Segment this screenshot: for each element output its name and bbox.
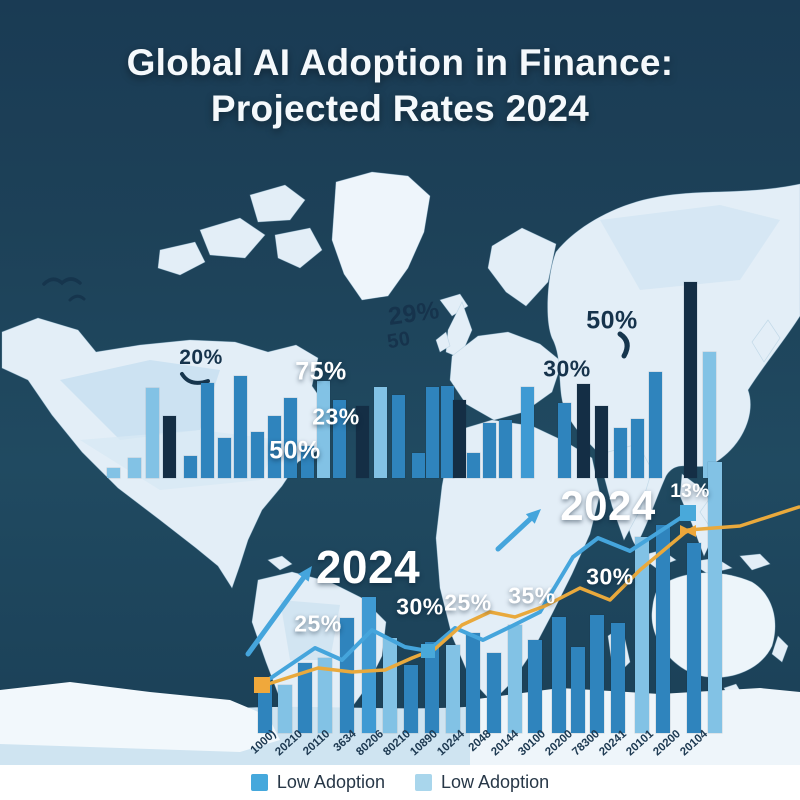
title-line-1: Global AI Adoption in Finance: xyxy=(126,42,674,83)
map-europe xyxy=(449,331,563,421)
up-arrow-shaft xyxy=(495,511,538,552)
bowtie-marker xyxy=(680,525,696,537)
squiggle-mark xyxy=(180,372,210,385)
blue-trend-line xyxy=(260,511,690,686)
legend-item-2: Low Adoption xyxy=(415,772,549,793)
up-arrow-head xyxy=(298,566,312,582)
map-greenland xyxy=(331,171,431,301)
up-arrow-head xyxy=(525,509,541,524)
title-line-2: Projected Rates 2024 xyxy=(210,87,590,129)
bird-marks xyxy=(68,294,86,302)
square-marker xyxy=(680,505,696,521)
legend-swatch-medium-blue xyxy=(250,774,268,791)
legend: Low Adoption Low Adoption xyxy=(0,765,800,800)
square-marker xyxy=(254,677,270,693)
square-marker xyxy=(421,644,435,658)
infographic-title: Global AI Adoption in Finance: Projected… xyxy=(0,40,800,132)
legend-item-1: Low Adoption xyxy=(250,772,385,793)
comma-swoosh xyxy=(617,331,630,359)
legend-label-2: Low Adoption xyxy=(441,772,550,792)
legend-swatch-light-blue xyxy=(415,774,432,791)
bird-marks xyxy=(42,277,82,286)
up-arrow-shaft xyxy=(245,569,310,657)
legend-label-1: Low Adoption xyxy=(276,772,385,792)
